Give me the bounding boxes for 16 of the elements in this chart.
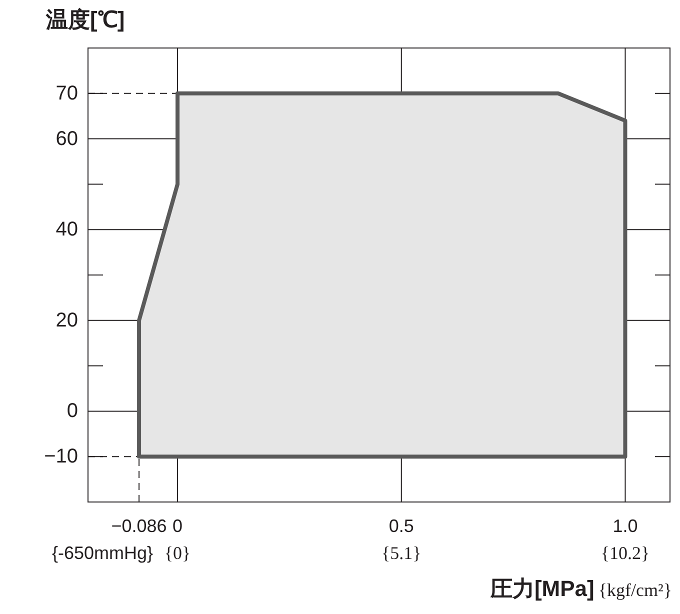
x-tick-label: 0.5 xyxy=(388,516,414,536)
text: {0} xyxy=(164,543,191,563)
y-tick-label: 60 xyxy=(56,128,78,150)
x-tick-label: 0 xyxy=(172,516,183,536)
text: {5.1} xyxy=(381,543,422,563)
text: {10.2} xyxy=(600,543,650,563)
y-axis-title: 温度[℃] xyxy=(45,7,125,32)
y-tick-label: 20 xyxy=(56,309,78,332)
x-tick-label: 1.0 xyxy=(612,516,638,536)
text: {-650mmHg} xyxy=(52,543,154,563)
y-tick-label: −10 xyxy=(44,446,78,468)
x-tick-label: −0.086 xyxy=(111,516,167,536)
y-tick-label: 70 xyxy=(56,82,78,104)
x-axis-title: 圧力[MPa]{kgf/cm²} xyxy=(489,576,672,601)
y-tick-label: 40 xyxy=(56,218,78,241)
y-tick-label: 0 xyxy=(66,400,78,422)
